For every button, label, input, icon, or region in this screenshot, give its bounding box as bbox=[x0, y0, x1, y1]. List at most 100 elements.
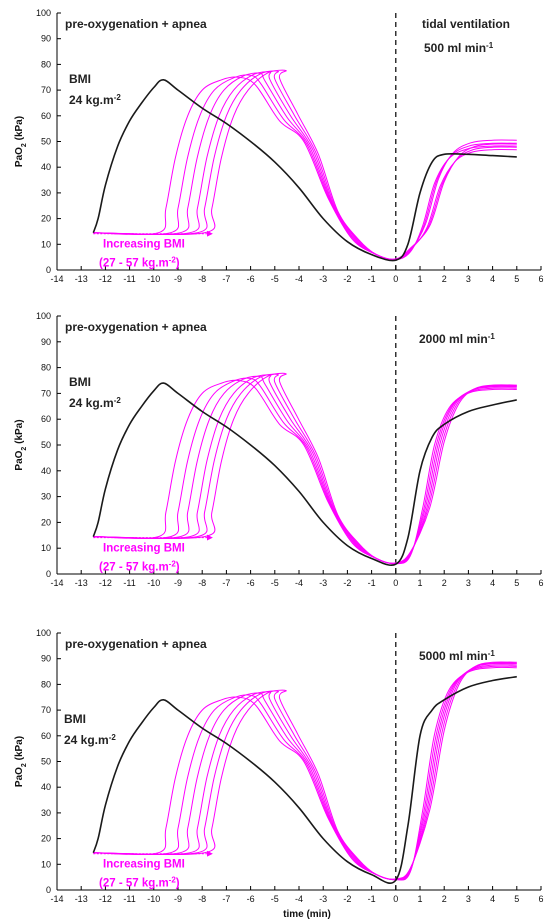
bmi-series-line bbox=[93, 662, 517, 880]
y-tick-label: 10 bbox=[41, 239, 51, 249]
y-tick-label: 80 bbox=[41, 679, 51, 689]
x-tick-label: 3 bbox=[466, 274, 471, 284]
y-axis-label: PaO2 (kPa) bbox=[14, 419, 28, 470]
x-tick-label: -2 bbox=[343, 578, 351, 588]
bmi-label: BMI bbox=[69, 72, 91, 86]
y-tick-label: 70 bbox=[41, 388, 51, 398]
bmi-series-line bbox=[93, 661, 517, 880]
x-tick-label: 0 bbox=[393, 274, 398, 284]
bmi-range-tail: ) bbox=[176, 562, 180, 574]
x-tick-label: -5 bbox=[271, 894, 279, 904]
x-tick-label: 6 bbox=[538, 894, 543, 904]
bmi-series-line bbox=[93, 375, 517, 565]
x-tick-label: -1 bbox=[368, 578, 376, 588]
bmi-series-line bbox=[93, 373, 517, 564]
flow-rate-label: 2000 ml min-1 bbox=[419, 332, 495, 347]
x-tick-label: -4 bbox=[295, 274, 303, 284]
x-tick-label: -14 bbox=[50, 274, 63, 284]
y-tick-label: 0 bbox=[46, 885, 51, 895]
flow-rate-label: 500 ml min-1 bbox=[424, 41, 494, 56]
x-tick-label: 6 bbox=[538, 274, 543, 284]
bmi-range-main: (27 - 57 kg.m bbox=[99, 258, 169, 270]
x-tick-label: -7 bbox=[222, 894, 230, 904]
phase-left-label: pre-oxygenation + apnea bbox=[65, 17, 207, 31]
bmi-range-tail: ) bbox=[176, 258, 180, 270]
x-tick-label: -7 bbox=[222, 578, 230, 588]
x-tick-label: -10 bbox=[147, 578, 160, 588]
bmi-range-label: (27 - 57 kg.m-2) bbox=[99, 255, 180, 270]
bmi-range-sup: -2 bbox=[169, 875, 177, 884]
x-tick-label: -2 bbox=[343, 894, 351, 904]
flow-rate-sup: -1 bbox=[486, 41, 494, 50]
bmi-series-line bbox=[93, 662, 517, 880]
y-tick-label: 40 bbox=[41, 782, 51, 792]
bmi-series-line bbox=[93, 379, 517, 565]
bmi-value-sup: -2 bbox=[109, 733, 117, 742]
y-axis-label-sub: 2 bbox=[21, 763, 28, 767]
x-tick-label: 4 bbox=[490, 274, 495, 284]
bmi-value-main: 24 kg.m bbox=[69, 396, 114, 410]
baseline-series-line bbox=[92, 78, 517, 262]
x-tick-label: 1 bbox=[417, 894, 422, 904]
bmi-value-label: 24 kg.m-2 bbox=[64, 733, 116, 748]
flow-rate-label: 5000 ml min-1 bbox=[419, 649, 495, 664]
x-tick-label: 1 bbox=[417, 274, 422, 284]
x-tick-label: -3 bbox=[319, 274, 327, 284]
bmi-range-main: (27 - 57 kg.m bbox=[99, 562, 169, 574]
bmi-value-main: 24 kg.m bbox=[69, 93, 114, 107]
x-tick-label: 6 bbox=[538, 578, 543, 588]
phase-left-label: pre-oxygenation + apnea bbox=[65, 637, 207, 651]
y-axis-label-main: PaO bbox=[14, 450, 25, 470]
x-tick-label: -5 bbox=[271, 274, 279, 284]
bmi-series-line bbox=[93, 71, 517, 260]
y-tick-label: 40 bbox=[41, 466, 51, 476]
x-tick-label: -11 bbox=[123, 894, 135, 904]
y-tick-label: 100 bbox=[36, 8, 51, 18]
bmi-series-line bbox=[93, 69, 517, 260]
x-tick-label: 2 bbox=[442, 274, 447, 284]
x-tick-label: -13 bbox=[75, 274, 88, 284]
x-tick-label: -7 bbox=[222, 274, 230, 284]
x-tick-label: -12 bbox=[99, 274, 112, 284]
bmi-range-sup: -2 bbox=[169, 255, 177, 264]
x-tick-label: -4 bbox=[295, 894, 303, 904]
x-tick-label: -14 bbox=[50, 894, 63, 904]
bmi-value-sup: -2 bbox=[114, 396, 122, 405]
x-tick-label: -6 bbox=[247, 578, 255, 588]
y-tick-label: 10 bbox=[41, 543, 51, 553]
phase-right-label: tidal ventilation bbox=[422, 17, 510, 31]
bmi-label: BMI bbox=[69, 375, 91, 389]
x-tick-label: -10 bbox=[147, 894, 160, 904]
y-tick-label: 90 bbox=[41, 654, 51, 664]
y-tick-label: 10 bbox=[41, 859, 51, 869]
y-axis-label: PaO2 (kPa) bbox=[14, 736, 28, 787]
increasing-bmi-label: Increasing BMI bbox=[103, 859, 185, 871]
y-tick-label: 20 bbox=[41, 517, 51, 527]
bmi-series-line bbox=[93, 377, 517, 565]
x-tick-label: -6 bbox=[247, 274, 255, 284]
x-tick-label: 0 bbox=[393, 894, 398, 904]
x-tick-label: 3 bbox=[466, 894, 471, 904]
x-tick-label: 3 bbox=[466, 578, 471, 588]
y-tick-label: 30 bbox=[41, 808, 51, 818]
x-tick-label: 4 bbox=[490, 578, 495, 588]
bmi-range-label: (27 - 57 kg.m-2) bbox=[99, 559, 180, 574]
y-tick-label: 70 bbox=[41, 705, 51, 715]
phase-left-label: pre-oxygenation + apnea bbox=[65, 320, 207, 334]
y-tick-label: 40 bbox=[41, 162, 51, 172]
bmi-series-line bbox=[93, 664, 517, 881]
y-tick-label: 0 bbox=[46, 265, 51, 275]
y-tick-label: 20 bbox=[41, 834, 51, 844]
y-tick-label: 20 bbox=[41, 214, 51, 224]
y-tick-label: 80 bbox=[41, 59, 51, 69]
x-tick-label: 5 bbox=[514, 578, 519, 588]
bmi-range-sup: -2 bbox=[169, 559, 177, 568]
x-tick-label: -13 bbox=[75, 578, 88, 588]
y-tick-label: 50 bbox=[41, 137, 51, 147]
bmi-value-main: 24 kg.m bbox=[64, 733, 109, 747]
bmi-range-main: (27 - 57 kg.m bbox=[99, 878, 169, 890]
bmi-series-line bbox=[93, 74, 517, 261]
y-axis-label-tail: (kPa) bbox=[14, 116, 25, 143]
